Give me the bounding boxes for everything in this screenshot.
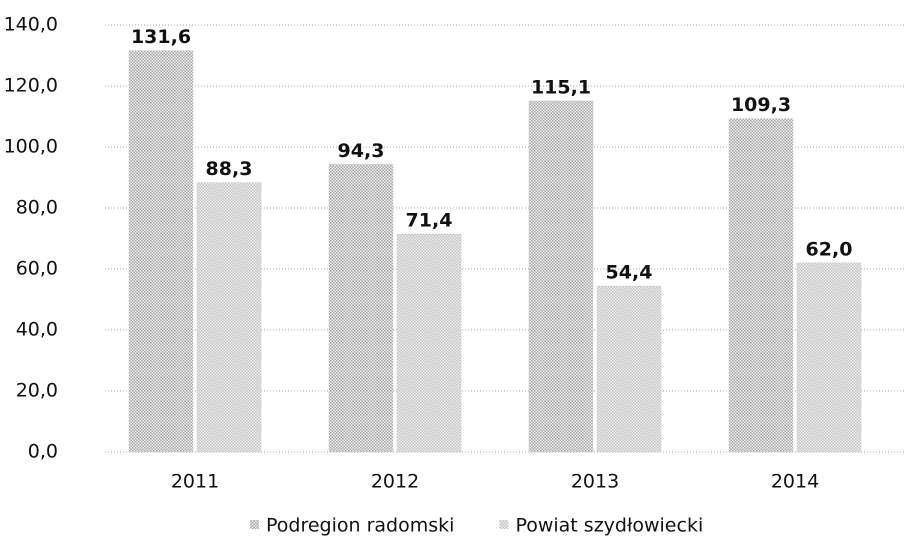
legend-label: Powiat szydłowiecki: [515, 515, 703, 537]
bar: [796, 262, 862, 453]
y-tick-label: 60,0: [16, 258, 58, 280]
value-label: 115,1: [531, 76, 591, 98]
y-tick-label: 120,0: [4, 75, 58, 97]
y-tick-label: 80,0: [16, 197, 58, 219]
y-tick-label: 140,0: [4, 14, 58, 36]
y-tick-label: 100,0: [4, 136, 58, 158]
y-tick-label: 20,0: [16, 380, 58, 402]
value-label: 62,0: [806, 238, 853, 260]
value-label: 94,3: [338, 140, 385, 162]
value-label: 71,4: [406, 210, 453, 232]
value-label: 131,6: [131, 26, 191, 48]
value-label: 109,3: [731, 94, 791, 116]
bar: [128, 50, 194, 453]
bar: [396, 233, 462, 453]
y-tick-label: 0,0: [28, 441, 58, 463]
y-tick-label: 40,0: [16, 319, 58, 341]
bar: [728, 118, 794, 453]
value-label: 54,4: [606, 262, 653, 284]
value-label: 88,3: [206, 158, 253, 180]
bar: [596, 285, 662, 453]
bar: [528, 100, 594, 453]
legend-swatch: [250, 520, 259, 529]
legend-swatch: [499, 520, 509, 529]
x-tick-label: 2013: [571, 471, 619, 493]
x-tick-label: 2012: [371, 471, 419, 493]
x-tick-label: 2011: [171, 471, 219, 493]
x-tick-label: 2014: [771, 471, 819, 493]
legend-label: Podregion radomski: [266, 515, 454, 537]
bar: [196, 182, 262, 453]
bar: [328, 164, 394, 453]
